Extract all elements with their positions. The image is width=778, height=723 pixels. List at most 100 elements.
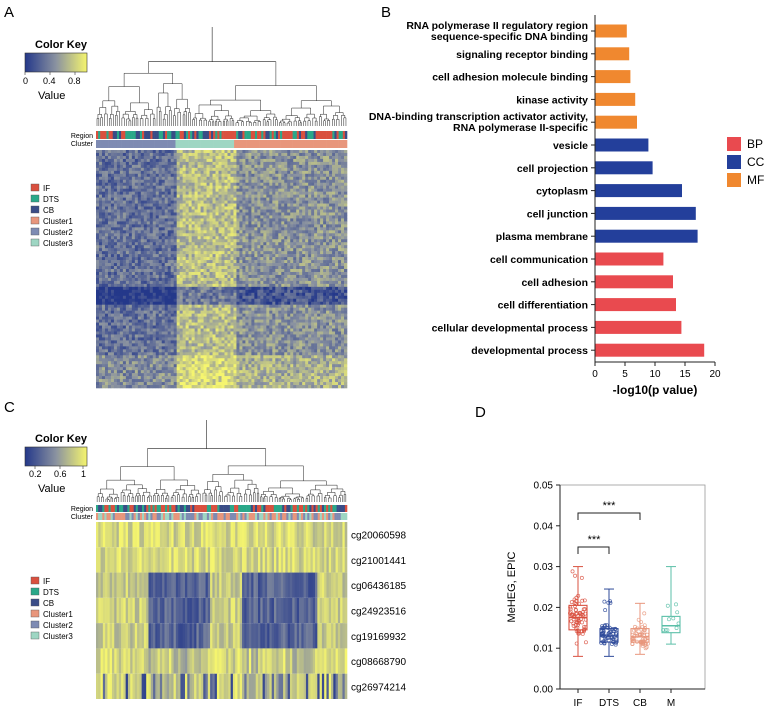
- heat-cell: [242, 269, 246, 273]
- heat-cell: [203, 182, 207, 186]
- heat-cell: [251, 206, 255, 210]
- heat-cell: [116, 173, 121, 178]
- heat-cell: [185, 176, 189, 181]
- heat-cell: [170, 200, 174, 204]
- heat-cell: [263, 239, 267, 243]
- heat-cell: [302, 239, 306, 243]
- heat-cell: [269, 197, 273, 201]
- heat-cell: [203, 185, 207, 189]
- heat-cell: [96, 173, 100, 178]
- heat-cell: [305, 212, 309, 216]
- heat-cell: [323, 170, 327, 175]
- heat-cell: [131, 179, 136, 184]
- heat-cell: [101, 280, 106, 285]
- heat-cell: [323, 242, 327, 246]
- heat-cell: [290, 197, 294, 201]
- heat-cell: [290, 215, 294, 219]
- heat-cell: [206, 266, 210, 270]
- heat-cell: [143, 280, 148, 285]
- heat-cell: [266, 152, 270, 157]
- heat-cell: [329, 161, 333, 166]
- heat-cell: [302, 269, 306, 273]
- heat-cell: [191, 230, 195, 234]
- heat-cell: [311, 221, 315, 225]
- heat-cell: [167, 194, 172, 198]
- heat-cell: [245, 289, 249, 294]
- heat-cell: [113, 224, 118, 228]
- heat-cell: [329, 236, 333, 240]
- heat-cell: [311, 283, 315, 288]
- heat-cell: [233, 152, 237, 157]
- heat-cell: [281, 266, 285, 270]
- heat-cell: [260, 170, 264, 175]
- heat-cell: [173, 227, 177, 231]
- heat-cell: [242, 286, 246, 291]
- heat-cell: [296, 185, 300, 189]
- strip-cell: [311, 131, 314, 139]
- heat-cell: [272, 179, 276, 184]
- heat-cell: [96, 236, 100, 240]
- heat-cell: [242, 200, 246, 204]
- strip-cell: [259, 131, 262, 139]
- heat-cell: [251, 233, 255, 237]
- heat-cell: [233, 194, 237, 198]
- heat-cell: [245, 248, 249, 252]
- heat-cell: [239, 292, 243, 297]
- heat-cell: [245, 257, 249, 261]
- heat-cell: [128, 215, 133, 219]
- heat-cell: [197, 150, 201, 154]
- heat-cell: [98, 215, 103, 219]
- heat-cell: [212, 277, 216, 282]
- heat-cell: [107, 224, 112, 228]
- heat-cell: [293, 188, 297, 192]
- heat-cell: [251, 271, 255, 276]
- heat-cell: [98, 260, 103, 264]
- heat-cell: [257, 269, 261, 273]
- heat-cell: [269, 167, 273, 172]
- strip-cell: [342, 140, 348, 148]
- strip-cell: [175, 140, 180, 148]
- heat-cell: [233, 212, 237, 216]
- heat-cell: [209, 176, 213, 181]
- heat-cell: [197, 206, 201, 210]
- heat-cell: [290, 280, 294, 285]
- heat-cell: [284, 203, 288, 207]
- heat-cell: [263, 200, 267, 204]
- heat-cell: [107, 203, 112, 207]
- heat-cell: [296, 200, 300, 204]
- heat-cell: [110, 176, 115, 181]
- heat-cell: [218, 301, 222, 305]
- heat-cell: [299, 161, 303, 166]
- heat-cell: [122, 233, 127, 237]
- heat-cell: [194, 161, 198, 166]
- heat-cell: [293, 236, 297, 240]
- heat-cell: [140, 230, 145, 234]
- heat-cell: [242, 257, 246, 261]
- heat-cell: [230, 209, 234, 213]
- heat-cell: [266, 194, 270, 198]
- heat-cell: [116, 248, 121, 252]
- heat-cell: [206, 152, 210, 157]
- heat-cell: [173, 248, 177, 252]
- heat-cell: [140, 251, 145, 255]
- heat-cell: [293, 286, 297, 291]
- heat-cell: [110, 218, 115, 222]
- heat-cell: [143, 233, 148, 237]
- heat-cell: [221, 224, 225, 228]
- heat-cell: [170, 304, 174, 308]
- heat-cell: [182, 191, 186, 195]
- heat-cell: [338, 260, 342, 264]
- heat-cell: [125, 266, 130, 270]
- heat-cell: [209, 277, 213, 282]
- heat-cell: [278, 158, 282, 163]
- heat-cell: [146, 188, 151, 192]
- heat-cell: [293, 266, 297, 270]
- heat-cell: [281, 185, 285, 189]
- heat-cell: [101, 150, 106, 154]
- heat-cell: [173, 263, 177, 267]
- heat-cell: [200, 227, 204, 231]
- heat-cell: [179, 173, 183, 178]
- heat-cell: [113, 218, 118, 222]
- heat-cell: [173, 260, 177, 264]
- heat-cell: [293, 215, 297, 219]
